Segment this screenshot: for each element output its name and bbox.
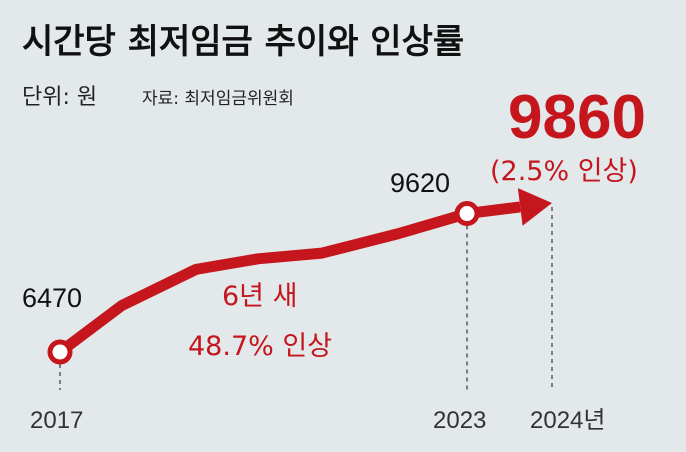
source-label: 자료: 최저임금위원회 bbox=[142, 89, 294, 109]
x-tick-2024: 2024년 bbox=[530, 407, 605, 434]
increase-2024-label: (2.5% 인상) bbox=[490, 156, 638, 187]
unit-label: 단위: 원 bbox=[22, 85, 97, 110]
x-tick-2023: 2023 bbox=[433, 407, 486, 434]
guide-lines bbox=[59, 207, 553, 390]
data-point-2017 bbox=[47, 339, 73, 365]
six-year-label: 6년 새 bbox=[222, 281, 297, 312]
x-tick-2017: 2017 bbox=[30, 407, 83, 434]
data-label-2017: 6470 bbox=[22, 283, 82, 313]
data-point-2023 bbox=[454, 201, 480, 227]
data-label-2024: 9860 bbox=[508, 83, 646, 152]
chart-title: 시간당 최저임금 추이와 인상률 bbox=[22, 22, 464, 62]
six-year-increase-label: 48.7% 인상 bbox=[188, 331, 332, 362]
data-label-2023: 9620 bbox=[390, 168, 450, 198]
arrow-head bbox=[517, 188, 552, 226]
